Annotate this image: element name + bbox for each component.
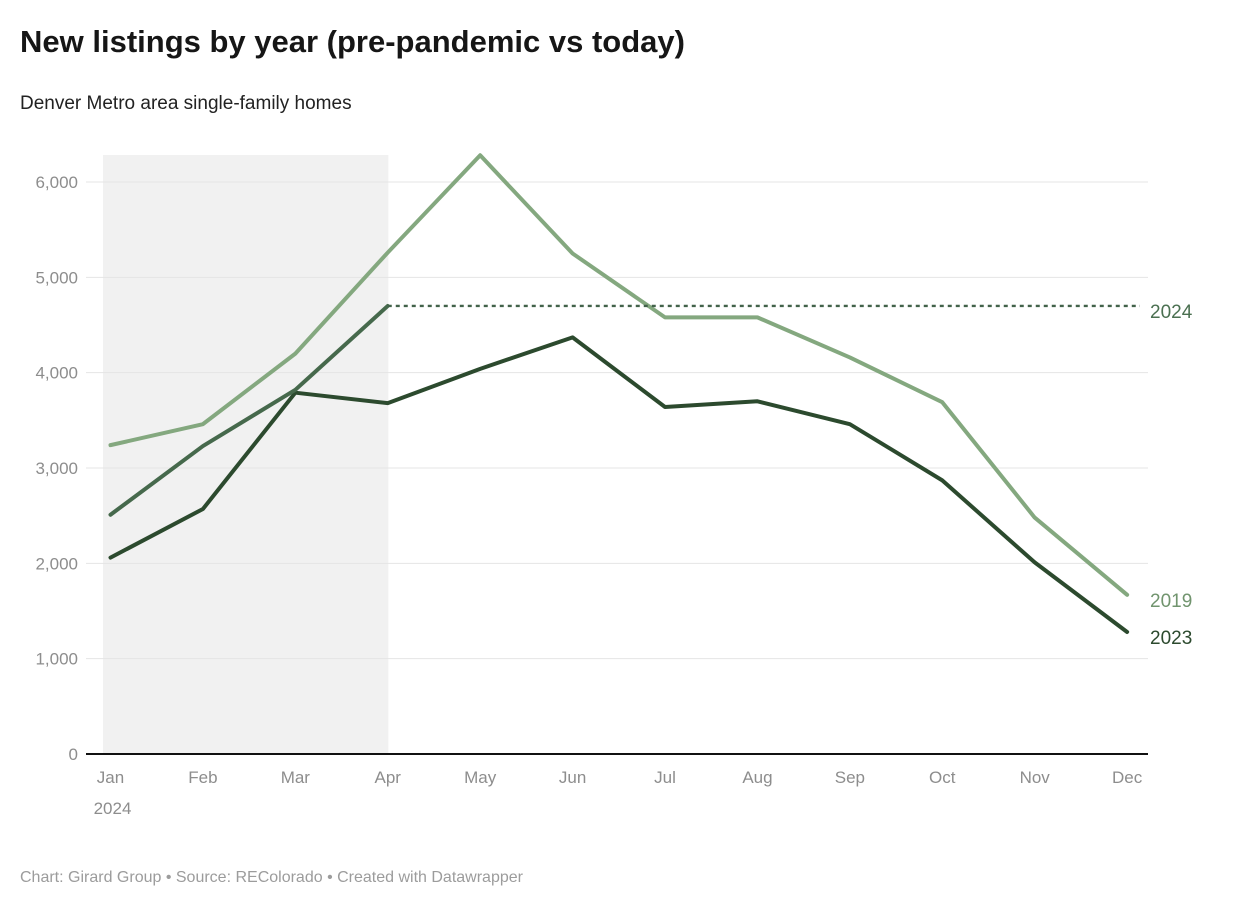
y-tick-label-1000: 1,000 [35,650,78,669]
chart-attribution: Chart: Girard Group • Source: REColorado… [20,869,523,886]
month-label-feb: Feb [188,768,217,787]
y-tick-label-4000: 4,000 [35,364,78,383]
month-label-jul: Jul [654,768,676,787]
month-label-jan: Jan [97,768,124,787]
month-label-jun: Jun [559,768,586,787]
month-label-nov: Nov [1020,768,1051,787]
series-line-2019 [108,153,1130,597]
y-tick-label-0: 0 [69,745,78,764]
month-label-apr: Apr [375,768,402,787]
month-label-mar: Mar [281,768,311,787]
series-label-2023: 2023 [1150,628,1192,649]
y-tick-label-3000: 3,000 [35,459,78,478]
chart-subtitle: Denver Metro area single-family homes [20,93,352,114]
month-label-aug: Aug [742,768,772,787]
series-line-2023 [108,335,1130,634]
chart-title: New listings by year (pre-pandemic vs to… [20,24,685,59]
x-year-note: 2024 [94,799,132,818]
series-label-2024: 2024 [1150,302,1193,323]
series-line-2024 [108,303,390,517]
month-label-sep: Sep [835,768,865,787]
month-label-dec: Dec [1112,768,1143,787]
y-tick-label-5000: 5,000 [35,268,78,287]
series-label-2019: 2019 [1150,591,1192,612]
month-label-oct: Oct [929,768,956,787]
y-tick-label-2000: 2,000 [35,554,78,573]
y-tick-label-6000: 6,000 [35,173,78,192]
month-label-may: May [464,768,497,787]
